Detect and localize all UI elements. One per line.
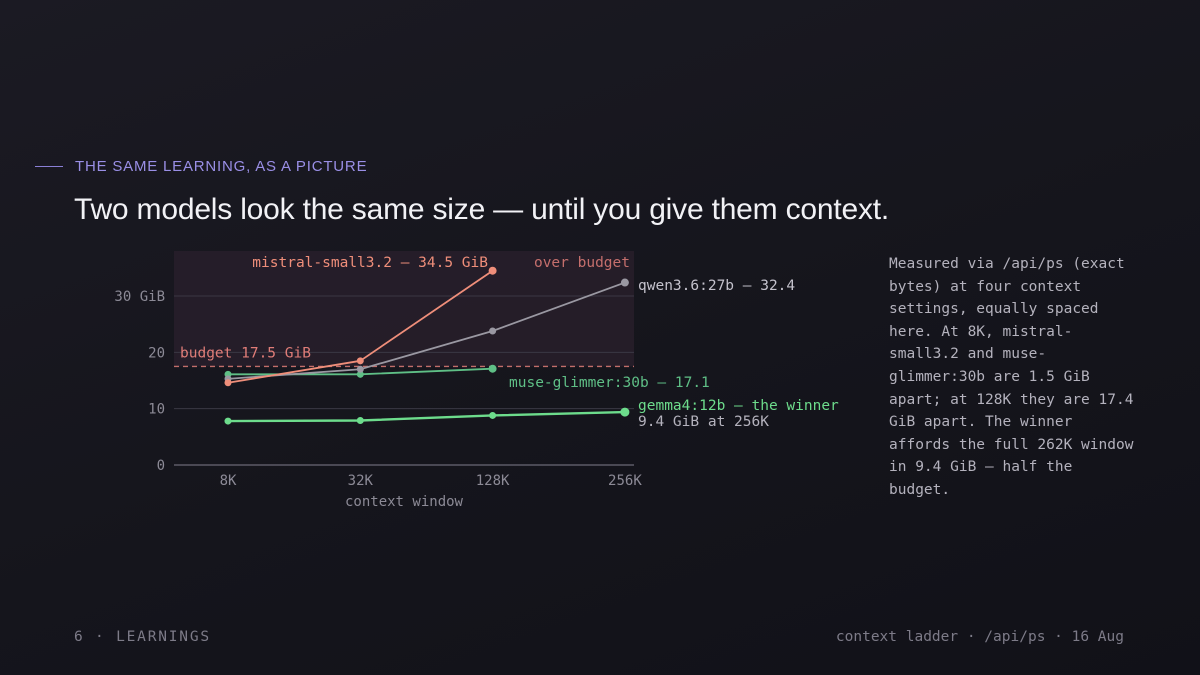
budget-label: budget 17.5 GiB xyxy=(180,345,311,361)
muse-data-point xyxy=(488,364,497,373)
x-tick-label: 128K xyxy=(476,473,510,489)
gemma-data-point xyxy=(489,411,497,419)
over-budget-region xyxy=(174,251,634,367)
gemma-data-point xyxy=(620,407,630,417)
over-budget-label: over budget xyxy=(534,255,630,271)
muse-end-label: muse-glimmer:30b — 17.1 xyxy=(509,375,710,391)
mistral-data-point xyxy=(356,357,364,365)
eyebrow-text: THE SAME LEARNING, AS A PICTURE xyxy=(75,158,368,175)
gemma-end-sublabel: 9.4 GiB at 256K xyxy=(638,414,769,430)
qwen-data-point xyxy=(620,278,629,287)
footer-section-label: 6 · LEARNINGS xyxy=(74,629,211,645)
gemma-end-label: gemma4:12b — the winner xyxy=(638,398,839,414)
y-tick-label: 30 GiB xyxy=(114,289,165,305)
x-tick-label: 32K xyxy=(348,473,374,489)
slide-title: Two models look the same size — until yo… xyxy=(74,193,890,226)
qwen-end-label: qwen3.6:27b — 32.4 xyxy=(638,278,795,294)
muse-data-point xyxy=(356,370,364,378)
context-ladder-chart: 0 10 20 30 GiB 8K 32K 128K 256K context window bu… xyxy=(114,251,839,510)
gemma-data-point xyxy=(356,417,364,425)
x-axis-title: context window xyxy=(345,494,464,510)
y-tick-label: 20 xyxy=(148,345,165,361)
gemma-series-line xyxy=(227,410,625,423)
mistral-data-point xyxy=(488,266,497,275)
y-tick-label: 0 xyxy=(157,458,165,474)
side-note: Measured via /api/ps (exact bytes) at fo… xyxy=(889,256,1134,498)
gemma-data-point xyxy=(224,417,232,425)
y-tick-label: 10 xyxy=(148,402,165,418)
x-tick-label: 8K xyxy=(220,473,237,489)
mistral-end-label: mistral-small3.2 — 34.5 GiB xyxy=(252,255,488,271)
x-tick-label: 256K xyxy=(608,473,642,489)
footer-source: context ladder · /api/ps · 16 Aug xyxy=(835,629,1124,645)
mistral-data-point xyxy=(224,379,232,387)
qwen-data-point xyxy=(356,365,364,373)
eyebrow: THE SAME LEARNING, AS A PICTURE xyxy=(35,158,367,175)
qwen-data-point xyxy=(489,327,497,335)
eyebrow-rule xyxy=(35,166,63,167)
qwen-series-line xyxy=(227,281,626,380)
